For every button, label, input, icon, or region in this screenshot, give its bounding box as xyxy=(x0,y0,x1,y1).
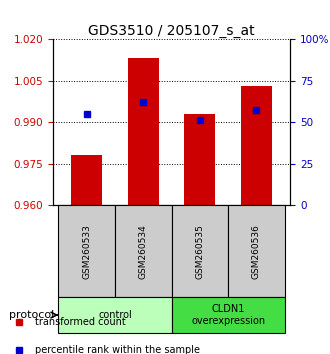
Bar xyxy=(172,205,228,297)
Bar xyxy=(58,297,172,333)
Text: protocol: protocol xyxy=(9,310,54,320)
Bar xyxy=(184,114,215,205)
Text: CLDN1
overexpression: CLDN1 overexpression xyxy=(191,304,265,326)
Bar xyxy=(172,297,285,333)
Text: percentile rank within the sample: percentile rank within the sample xyxy=(35,346,200,354)
Bar xyxy=(71,155,102,205)
Text: GSM260536: GSM260536 xyxy=(252,224,261,279)
Bar xyxy=(58,205,115,297)
Text: GSM260533: GSM260533 xyxy=(82,224,91,279)
Text: control: control xyxy=(98,310,132,320)
Text: transformed count: transformed count xyxy=(35,317,126,327)
Bar xyxy=(228,205,285,297)
Bar xyxy=(128,58,159,205)
Bar xyxy=(241,86,272,205)
Title: GDS3510 / 205107_s_at: GDS3510 / 205107_s_at xyxy=(88,24,255,38)
Text: GSM260534: GSM260534 xyxy=(139,224,148,279)
Text: GSM260535: GSM260535 xyxy=(195,224,204,279)
Bar xyxy=(115,205,172,297)
